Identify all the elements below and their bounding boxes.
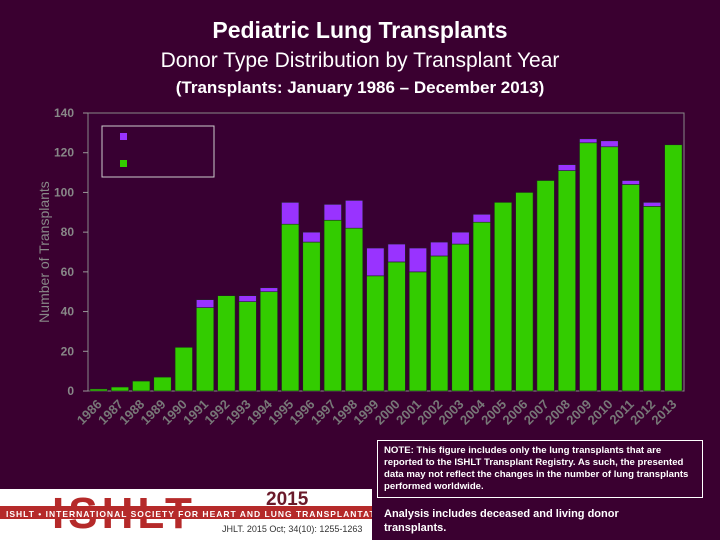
bar-segment-green [621,184,640,392]
bar-segment-purple [408,247,427,273]
bar-segment-green [366,275,385,392]
x-tick-label: 2013 [648,397,679,428]
bar-segment-green [600,146,619,392]
logo-stripe [0,506,372,519]
y-tick-label: 140 [54,106,74,120]
bar-segment-green [557,170,576,392]
bar-segment-green [110,386,129,392]
chart-title: Pediatric Lung Transplants [212,17,508,43]
bar-segment-purple [366,247,385,277]
bar-segment-purple [196,299,215,308]
bar-segment-purple [579,138,598,144]
bar-segment-green [430,255,449,392]
bar-segment-purple [259,287,278,293]
bar-segment-purple [430,241,449,257]
y-tick-label: 40 [61,305,75,319]
bar-segment-green [196,307,215,392]
bar-segment-green [451,243,470,392]
y-tick-label: 20 [61,344,75,358]
bar-segment-green [643,206,662,392]
y-axis-label: Number of Transplants [36,181,52,323]
bar-segment-purple [600,140,619,148]
logo-citation: JHLT. 2015 Oct; 34(10): 1255-1263 [222,524,363,534]
y-tick-label: 120 [54,146,74,160]
bar-segment-purple [387,243,406,263]
bar-segment-purple [302,231,321,243]
y-tick-label: 0 [67,384,74,398]
bar-segment-green [153,376,172,392]
y-tick-label: 60 [61,265,75,279]
bar-segment-green [132,380,151,392]
bar-segment-green [259,291,278,392]
bar-segment-green [579,142,598,392]
bar-segment-green [408,271,427,392]
bar-segment-purple [472,213,491,223]
bar-segment-purple [323,204,342,221]
bar-segment-green [323,219,342,392]
chart-date-range: (Transplants: January 1986 – December 20… [175,78,545,97]
chart-subtitle: Donor Type Distribution by Transplant Ye… [160,49,560,72]
legend-swatch-purple [120,133,127,140]
bar-segment-green [515,192,534,392]
analysis-note: Analysis includes deceased and living do… [384,508,619,534]
bar-segment-green [472,221,491,392]
bar-segment-green [387,261,406,392]
legend-swatch-green [120,160,127,167]
bar-segment-purple [621,180,640,185]
y-tick-label: 100 [54,185,74,199]
bar-segment-green [302,241,321,392]
bar-segment-purple [345,200,364,229]
bar-segment-purple [238,295,257,302]
logo-year: 2015 [266,489,309,510]
bar-segment-green [536,180,555,392]
bar-segment-green [494,202,513,392]
logo-society-name: ISHLT • INTERNATIONAL SOCIETY FOR HEART … [6,509,372,519]
bar-segment-green [281,223,300,392]
legend-box [101,125,215,178]
bar-segment-green [217,295,236,392]
bar-segment-green [664,144,683,392]
bar-segment-green [238,301,257,392]
bar-segment-purple [451,231,470,245]
bar-segment-purple [281,202,300,225]
bar-segment-green [174,347,193,392]
ishlt-logo: ISHLT ISHLT • INTERNATIONAL SOCIETY FOR … [0,489,372,540]
bar-segment-purple [557,164,576,171]
bar-segment-green [89,388,108,392]
y-tick-label: 80 [61,225,75,239]
bar-segment-green [345,227,364,392]
bar-segment-purple [643,202,662,207]
note-box: NOTE: This figure includes only the lung… [377,440,703,498]
